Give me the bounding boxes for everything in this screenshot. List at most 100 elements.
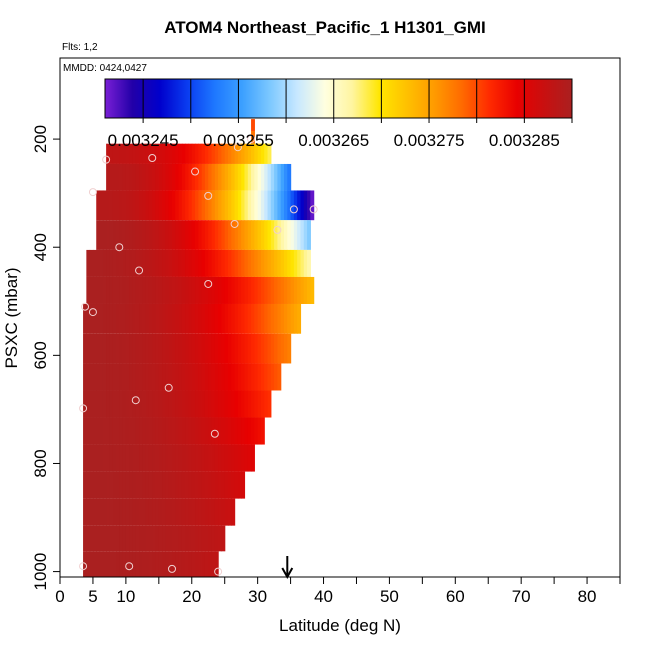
heatmap-cell: [244, 303, 249, 334]
heatmap-cell: [185, 249, 190, 277]
heatmap-cell: [247, 303, 252, 334]
heatmap-cell: [237, 390, 242, 418]
heatmap-cell: [234, 276, 239, 304]
heatmap-cell: [257, 417, 262, 445]
heatmap-cell: [132, 163, 137, 191]
heatmap-cell: [280, 333, 285, 364]
heatmap-cell: [214, 333, 219, 364]
heatmap-cell: [257, 333, 262, 364]
heatmap-cell: [218, 498, 223, 526]
heatmap-cell: [132, 276, 137, 304]
heatmap-cell: [106, 471, 111, 499]
heatmap-cell: [251, 303, 255, 334]
heatmap-cell: [218, 417, 223, 445]
heatmap-cell: [148, 363, 153, 391]
heatmap-cell: [204, 333, 209, 364]
heatmap-cell: [201, 143, 206, 164]
heatmap-cell: [89, 444, 94, 472]
heatmap-cell: [116, 551, 120, 577]
heatmap-cell: [102, 444, 107, 472]
heatmap-cell: [132, 525, 137, 552]
heatmap-cell: [214, 303, 219, 334]
heatmap-cell: [277, 276, 282, 304]
heatmap-cell: [96, 190, 101, 221]
heatmap-cell: [241, 333, 246, 364]
heatmap-cell: [96, 220, 101, 250]
heatmap-cell: [195, 249, 199, 277]
heatmap-cell: [125, 143, 130, 164]
heatmap-cell: [228, 276, 232, 304]
heatmap-cell: [158, 276, 163, 304]
heatmap-cell: [132, 471, 137, 499]
heatmap-cell: [132, 390, 137, 418]
heatmap-cell: [125, 417, 130, 445]
heatmap-cell: [178, 303, 183, 334]
heatmap-cell: [172, 143, 176, 164]
heatmap-cell: [264, 249, 269, 277]
heatmap-cell: [191, 498, 196, 526]
heatmap-cell: [83, 471, 87, 499]
heatmap-cell: [175, 390, 180, 418]
heatmap-cell: [122, 471, 127, 499]
heatmap-cell: [132, 498, 137, 526]
heatmap-cell: [218, 276, 223, 304]
heatmap-cell: [83, 525, 87, 552]
heatmap-cell: [211, 417, 216, 445]
heatmap-cell: [86, 417, 91, 445]
heatmap-cell: [264, 333, 269, 364]
heatmap-cell: [218, 220, 223, 250]
heatmap-cell: [83, 363, 87, 391]
sample-point: [135, 266, 144, 275]
heatmap-cell: [122, 498, 127, 526]
heatmap-cell: [260, 220, 265, 250]
heatmap-cell: [175, 417, 180, 445]
heatmap-cell: [277, 303, 282, 334]
heatmap-cell: [119, 143, 124, 164]
heatmap-cell: [247, 390, 252, 418]
heatmap-cell: [158, 249, 163, 277]
heatmap-cell: [234, 390, 239, 418]
x-tick-label: 0: [55, 587, 64, 606]
heatmap-cell: [152, 498, 157, 526]
heatmap-cell: [168, 276, 173, 304]
heatmap-cell: [129, 551, 134, 577]
heatmap-cell: [247, 444, 252, 472]
heatmap-cell: [221, 220, 226, 250]
heatmap-cell: [86, 390, 91, 418]
heatmap-cell: [122, 143, 127, 164]
heatmap-cell: [148, 163, 153, 191]
heatmap-cell: [208, 276, 213, 304]
heatmap-cell: [254, 249, 259, 277]
color-bar-tick-label: 0.003275: [394, 131, 465, 150]
heatmap-cell: [116, 444, 120, 472]
heatmap-cell: [181, 471, 186, 499]
heatmap-cell: [260, 333, 265, 364]
heatmap-cell: [99, 276, 104, 304]
heatmap-cell: [135, 444, 140, 472]
heatmap-cell: [116, 303, 120, 334]
sample-point: [79, 562, 88, 571]
heatmap-cell: [244, 190, 249, 221]
heatmap-cell: [198, 163, 203, 191]
heatmap-cell: [152, 303, 157, 334]
heatmap-cell: [175, 220, 180, 250]
heatmap-cell: [208, 333, 213, 364]
heatmap-cell: [218, 333, 223, 364]
heatmap-cell: [234, 471, 239, 499]
heatmap-cell: [102, 471, 107, 499]
heatmap-cell: [102, 417, 107, 445]
heatmap-cell: [129, 333, 134, 364]
heatmap-cell: [221, 417, 226, 445]
sample-point: [102, 155, 111, 164]
heatmap-cell: [145, 303, 150, 334]
heatmap-cell: [152, 249, 157, 277]
heatmap-cell: [204, 498, 209, 526]
heatmap-cell: [201, 190, 206, 221]
heatmap-cell: [119, 333, 124, 364]
heatmap-cell: [224, 190, 229, 221]
heatmap-cell: [201, 417, 206, 445]
heatmap-cell: [139, 471, 143, 499]
heatmap-cell: [228, 163, 232, 191]
heatmap-cell: [214, 363, 219, 391]
heatmap-cell: [208, 143, 213, 164]
